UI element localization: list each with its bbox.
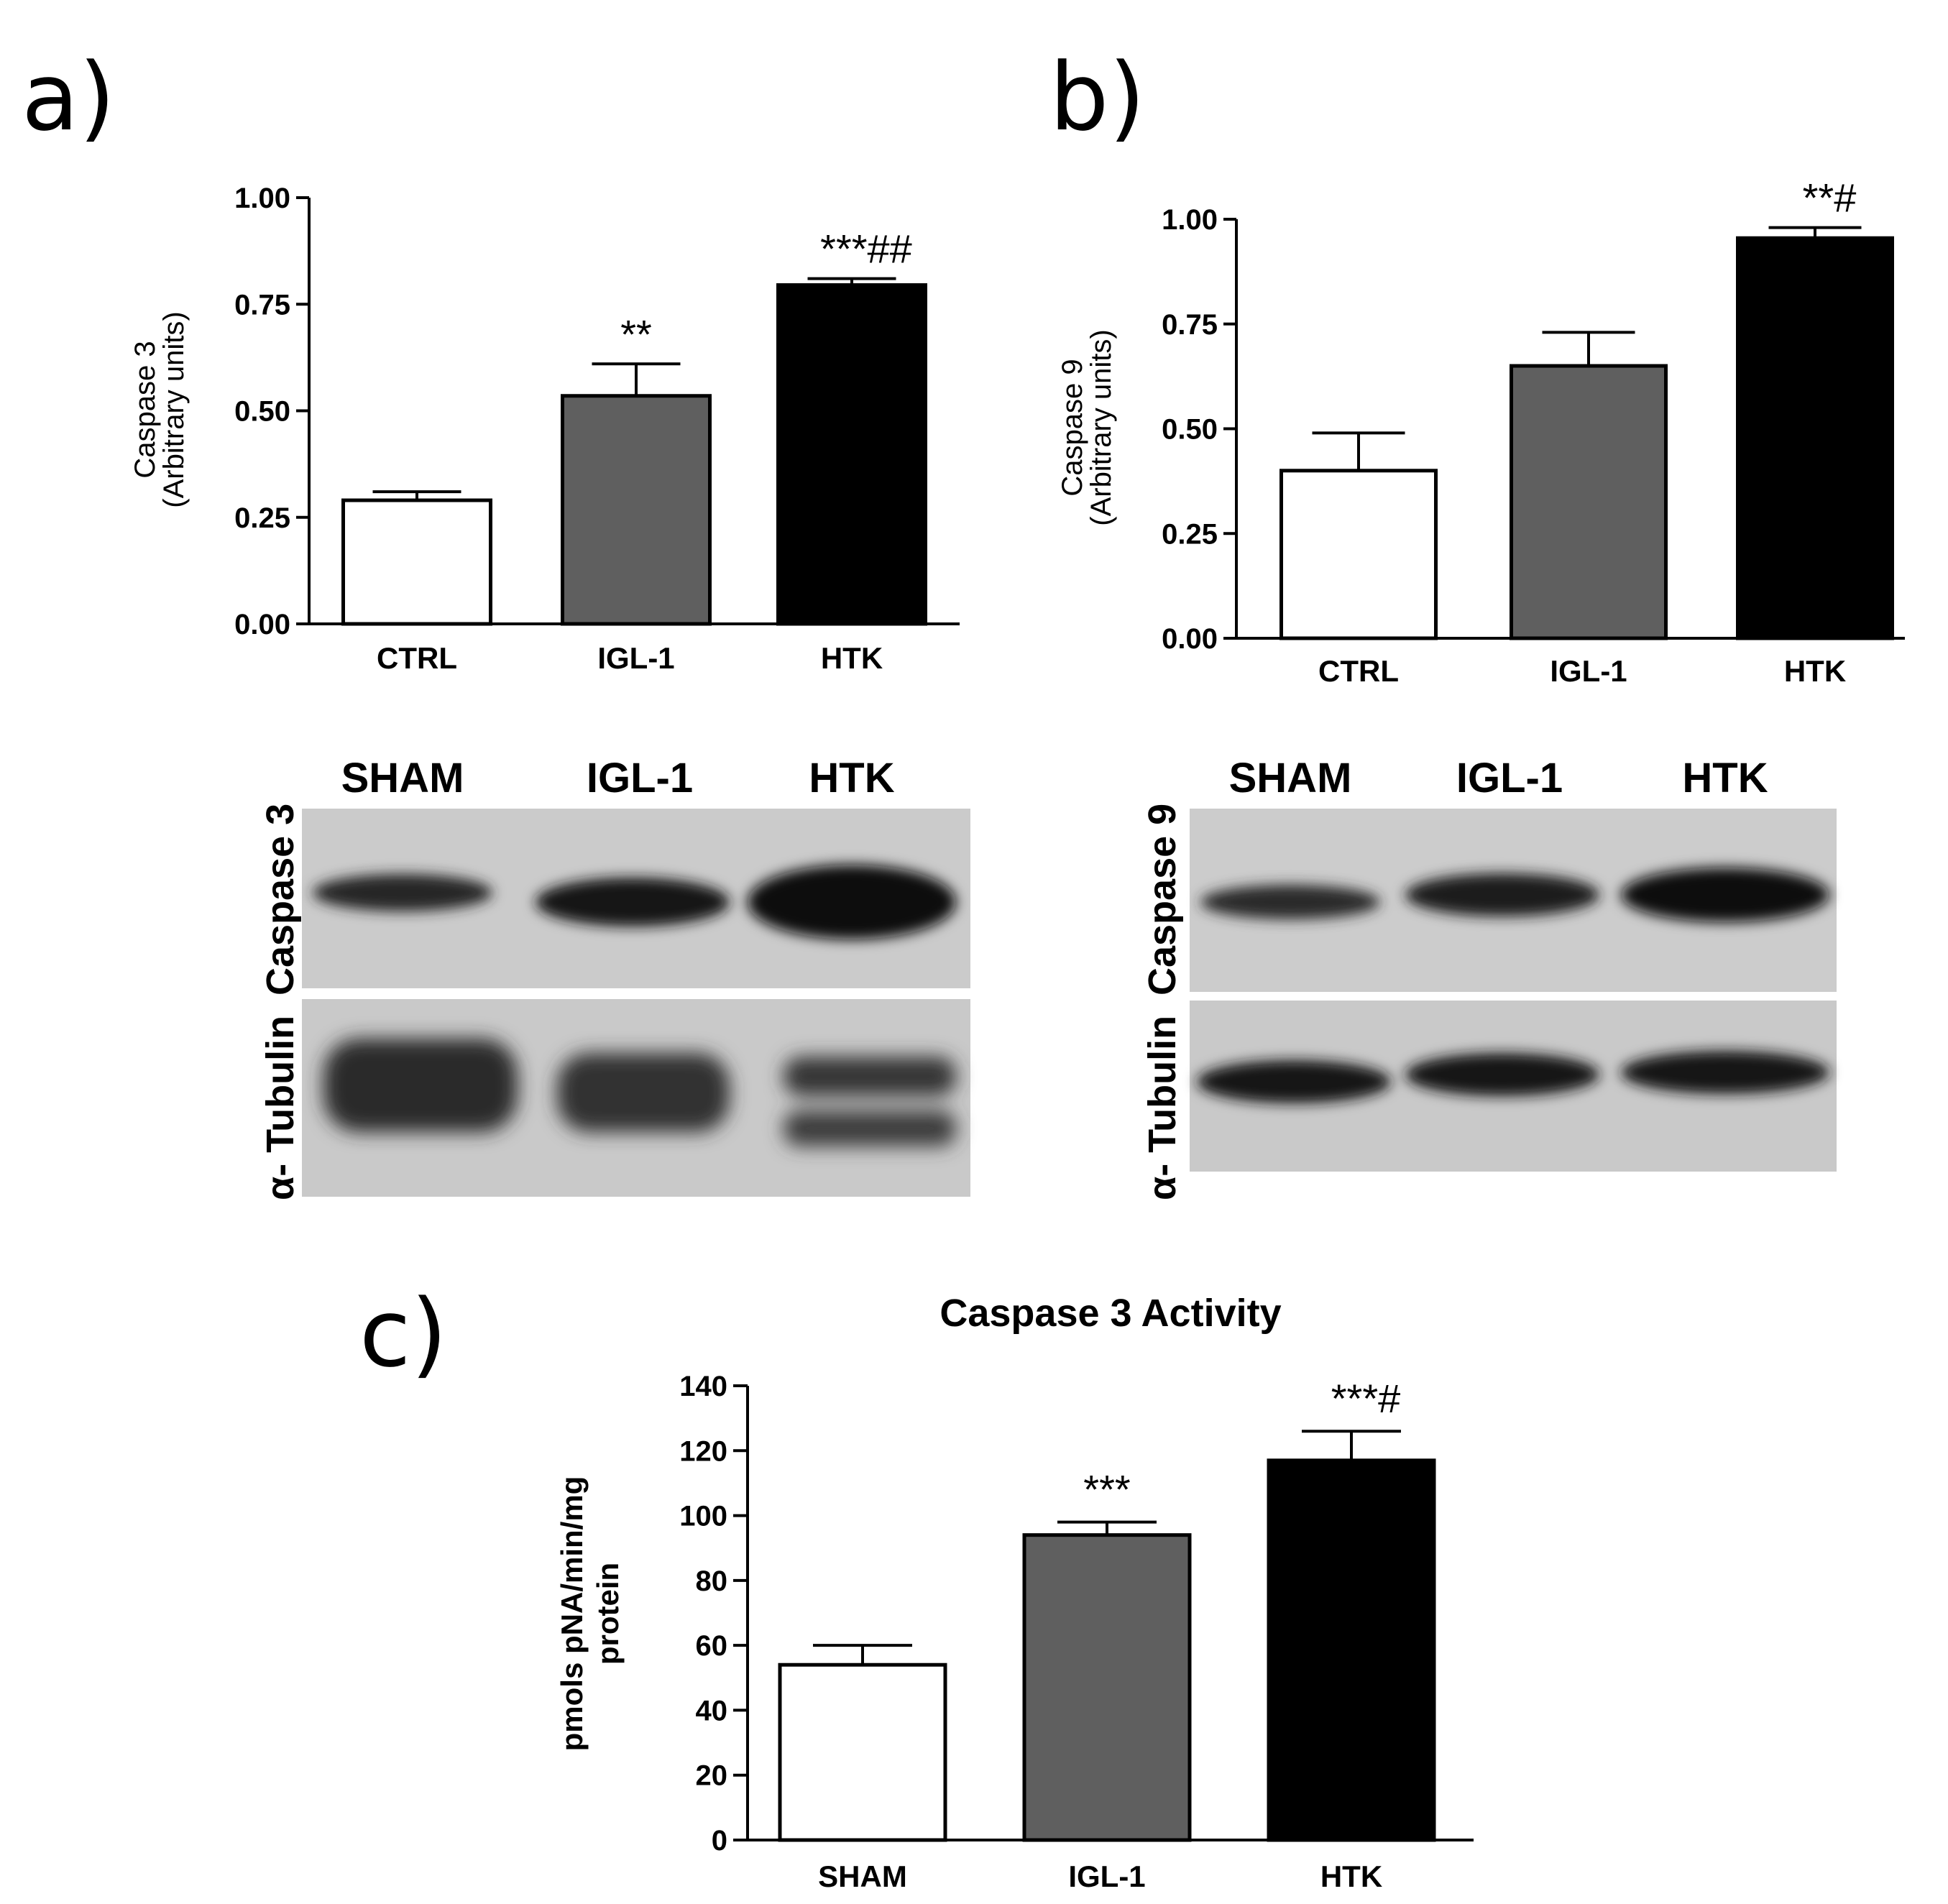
significance-label: **# bbox=[1803, 175, 1857, 221]
panel-letter-a: a) bbox=[22, 42, 115, 152]
y-axis-label: (Arbitrary units) bbox=[1085, 329, 1117, 525]
blot-b-column-igl1: IGL-1 bbox=[1456, 755, 1563, 801]
chart-c: 0 20 40 60 80 100 120 140 pmols pNA/min/mg protei… bbox=[555, 1371, 1474, 1893]
chart-b: 0.00 0.25 0.50 0.75 1.00 Caspase 9(Arbitrary … bbox=[1057, 175, 1905, 688]
y-tick-label: 140 bbox=[679, 1371, 727, 1402]
bar-htk bbox=[1736, 236, 1894, 640]
bar-igl-1 bbox=[1510, 364, 1668, 640]
category-label: IGL-1 bbox=[597, 641, 674, 675]
significance-label: ***# bbox=[1331, 1376, 1401, 1421]
blot-b-band-caspase9-sham bbox=[1200, 885, 1380, 919]
chart-c-title: Caspase 3 Activity bbox=[939, 1292, 1281, 1335]
y-tick-label: 1.00 bbox=[234, 183, 290, 214]
blot-b-band-tubulin-sham bbox=[1197, 1060, 1391, 1103]
category-label: HTK bbox=[821, 641, 883, 675]
blot-b-band-caspase9-htk bbox=[1621, 868, 1829, 922]
blot-b-band-tubulin-igl1 bbox=[1405, 1053, 1599, 1096]
category-label: IGL-1 bbox=[1550, 654, 1627, 688]
blot-a-band-tubulin-igl1 bbox=[557, 1053, 730, 1132]
y-tick-label: 0.00 bbox=[1162, 623, 1218, 655]
bar-htk bbox=[1267, 1458, 1436, 1842]
y-tick-label: 0.50 bbox=[234, 396, 290, 428]
blot-a-column-htk: HTK bbox=[809, 755, 894, 801]
category-label: CTRL bbox=[1318, 654, 1399, 688]
significance-label: ***## bbox=[820, 226, 912, 272]
y-tick-label: 120 bbox=[679, 1435, 727, 1467]
category-label: CTRL bbox=[377, 641, 457, 675]
y-tick-label: 0.75 bbox=[234, 289, 290, 321]
blot-a-band-tubulin-htk-upper bbox=[784, 1057, 956, 1096]
blot-a-column-igl1: IGL-1 bbox=[587, 755, 693, 801]
bar-sham bbox=[778, 1662, 947, 1842]
blot-b-row-tubulin: α- Tubulin bbox=[1141, 1016, 1184, 1200]
y-axis-label: Caspase 3 bbox=[129, 341, 161, 478]
blot-a-band-tubulin-sham bbox=[323, 1039, 518, 1132]
y-tick-label: 80 bbox=[696, 1565, 728, 1597]
blot-a-band-tubulin-htk-lower bbox=[784, 1110, 956, 1146]
panel-letter-b: b) bbox=[1049, 42, 1145, 152]
blot-a-band-caspase3-igl1 bbox=[536, 878, 730, 926]
y-tick-label: 0.50 bbox=[1162, 414, 1218, 446]
bar-htk bbox=[776, 283, 927, 626]
blot-b-band-caspase9-igl1 bbox=[1405, 873, 1599, 916]
y-axis-label: protein bbox=[591, 1563, 625, 1665]
category-label: HTK bbox=[1320, 1859, 1382, 1893]
significance-label: ** bbox=[620, 311, 652, 357]
blot-a-band-caspase3-sham bbox=[313, 874, 492, 911]
bar-igl-1 bbox=[1022, 1533, 1192, 1842]
bar-ctrl bbox=[341, 498, 492, 626]
panel-letter-c: c) bbox=[359, 1279, 447, 1388]
chart-a: 0.00 0.25 0.50 0.75 1.00 Caspase 3(Arbitrary … bbox=[129, 183, 960, 675]
y-tick-label: 0.00 bbox=[234, 609, 290, 640]
y-tick-label: 0.25 bbox=[1162, 518, 1218, 550]
blot-b-column-sham: SHAM bbox=[1229, 755, 1352, 801]
blot-b-band-tubulin-htk bbox=[1621, 1051, 1829, 1094]
bar-igl-1 bbox=[561, 394, 712, 626]
category-label: SHAM bbox=[818, 1859, 907, 1893]
y-tick-label: 0.25 bbox=[234, 502, 290, 534]
y-axis-label: pmols pNA/min/mg bbox=[555, 1476, 589, 1752]
y-tick-label: 0.75 bbox=[1162, 309, 1218, 341]
category-label: IGL-1 bbox=[1068, 1859, 1145, 1893]
blot-a-column-sham: SHAM bbox=[341, 755, 464, 801]
category-label: HTK bbox=[1784, 654, 1846, 688]
western-blot-a: SHAM IGL-1 HTK Caspase 3 α- Tubulin bbox=[259, 755, 970, 1200]
western-blot-b: SHAM IGL-1 HTK Caspase 9 α- Tubulin bbox=[1141, 755, 1837, 1200]
y-tick-label: 1.00 bbox=[1162, 204, 1218, 236]
y-tick-label: 40 bbox=[696, 1695, 728, 1726]
blot-b-row-caspase9: Caspase 9 bbox=[1141, 804, 1184, 995]
blot-a-row-caspase3: Caspase 3 bbox=[259, 804, 302, 995]
y-axis-label: Caspase 9 bbox=[1057, 359, 1088, 496]
blot-b-column-htk: HTK bbox=[1682, 755, 1768, 801]
bar-ctrl bbox=[1279, 469, 1438, 640]
y-tick-label: 20 bbox=[696, 1760, 728, 1792]
y-axis-label: (Arbitrary units) bbox=[158, 311, 190, 507]
y-tick-label: 60 bbox=[696, 1630, 728, 1662]
y-tick-label: 0 bbox=[712, 1825, 727, 1857]
y-tick-label: 100 bbox=[679, 1501, 727, 1532]
blot-a-band-caspase3-htk bbox=[748, 865, 956, 939]
significance-label: *** bbox=[1083, 1467, 1130, 1512]
blot-a-row-tubulin: α- Tubulin bbox=[259, 1016, 302, 1200]
